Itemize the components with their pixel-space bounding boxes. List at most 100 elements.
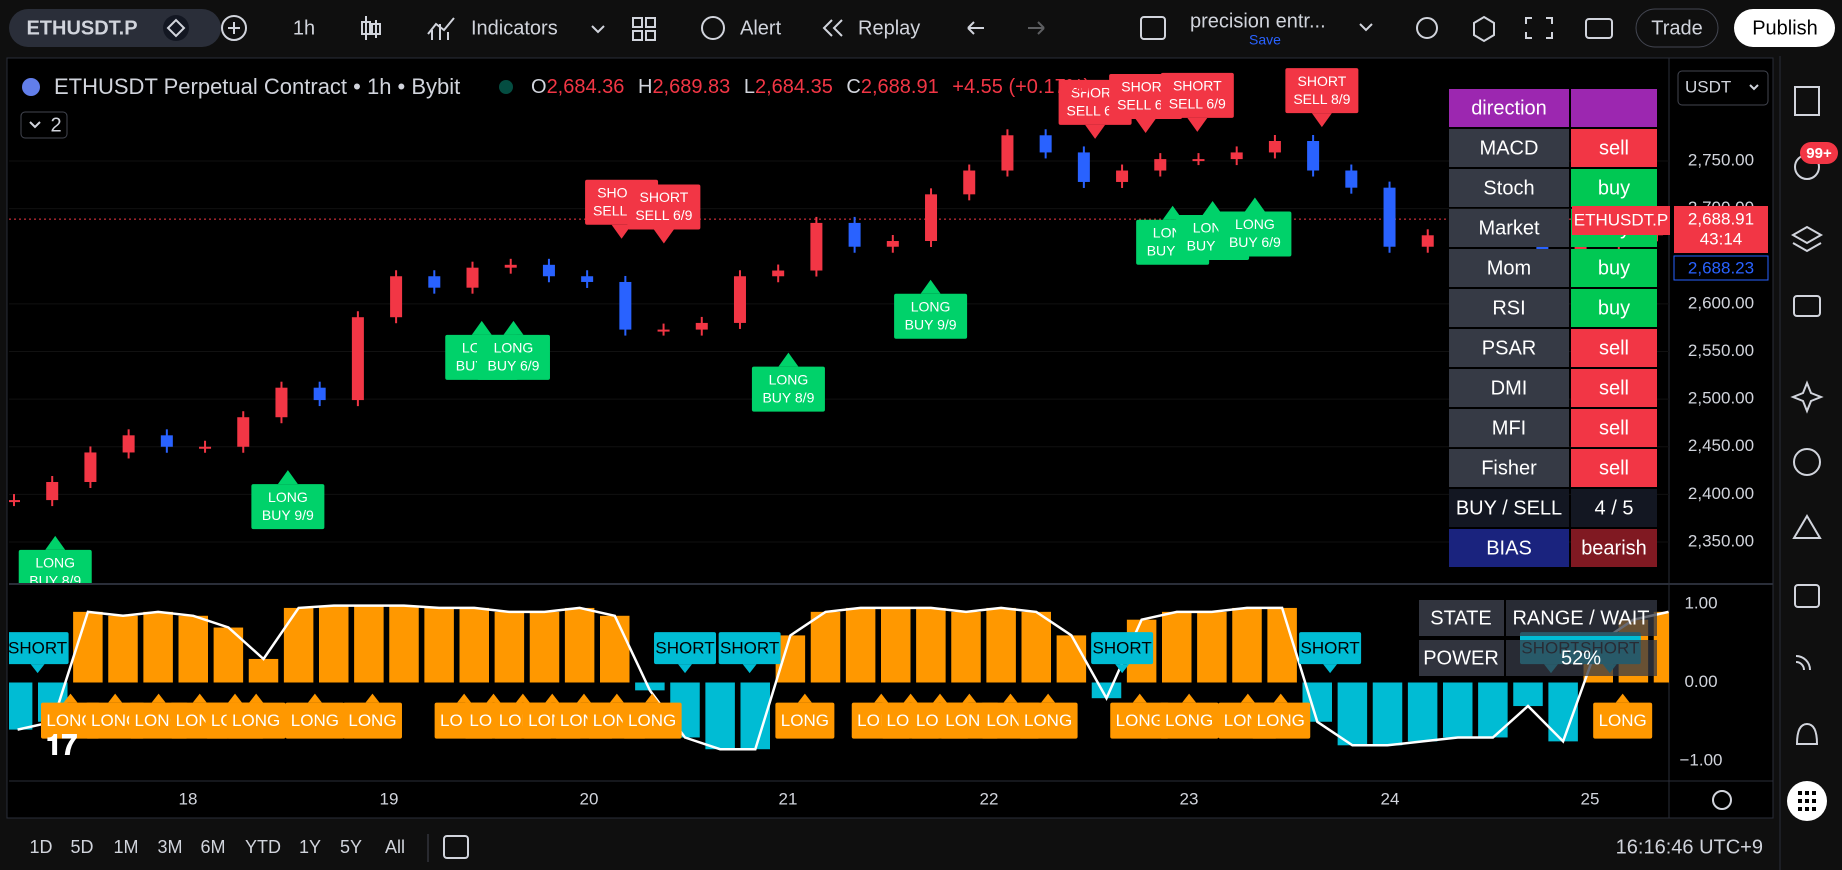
chat-icon[interactable] (1793, 295, 1821, 317)
range-button[interactable]: All (385, 837, 405, 857)
signal-title: SHORT (1121, 79, 1170, 95)
symbol-icon-shape (166, 18, 186, 38)
target-icon[interactable] (1793, 448, 1821, 476)
range-button[interactable]: 6M (200, 837, 225, 857)
short-signal: SHORT SELL 6/9 (627, 184, 701, 244)
trade-button-bg[interactable] (1635, 8, 1719, 48)
layout-icon[interactable] (1140, 16, 1166, 40)
signal-title: LONG (911, 298, 951, 314)
stream-icon[interactable] (1795, 655, 1811, 671)
publish-button[interactable]: Publish (1752, 17, 1818, 39)
table-name: Fisher (1481, 457, 1537, 479)
other-price-box (1673, 255, 1769, 281)
range-button[interactable]: 5Y (340, 837, 362, 857)
short-label-box (654, 632, 717, 665)
time-label: 20 (580, 789, 599, 808)
interval[interactable]: 1h (293, 17, 315, 39)
save-status[interactable]: Save (1249, 32, 1281, 48)
range-button[interactable]: 1M (113, 837, 138, 857)
open-value: 2,684.36 (547, 76, 625, 98)
indicators-dropdown[interactable] (591, 25, 605, 34)
chart-type-icon[interactable] (361, 16, 381, 40)
signal-detail: SELL 6/9 (1169, 96, 1226, 112)
tv-logo: 𝟏𝟕 (46, 729, 78, 760)
short-label-arrow (30, 664, 45, 674)
undo-icon[interactable] (967, 21, 984, 35)
long-signal: LONG BUY 6/9 (476, 320, 550, 380)
candle-body (886, 241, 899, 247)
bell-icon[interactable] (1795, 722, 1819, 745)
publish-button-bg[interactable] (1734, 9, 1835, 47)
alert-button[interactable]: Alert (740, 17, 782, 39)
ideas-icon[interactable] (1790, 380, 1824, 414)
range-button[interactable]: 3M (157, 837, 182, 857)
table-cell (1571, 529, 1657, 567)
osc-line (17, 604, 1669, 751)
redo-icon[interactable] (1028, 21, 1045, 35)
long-label-arrow (545, 693, 560, 703)
layout-dropdown[interactable] (1359, 23, 1373, 32)
range-button[interactable]: 5D (70, 837, 93, 857)
table-name: MFI (1492, 417, 1526, 439)
replay-icon[interactable] (822, 19, 843, 37)
osc-bar (880, 607, 911, 683)
table-value: sell (1599, 137, 1629, 159)
layers-icon[interactable] (1790, 225, 1824, 253)
osc-bar (424, 607, 454, 683)
collapsed-count[interactable]: 2 (50, 114, 61, 136)
long-label-arrow (933, 693, 947, 703)
osc-tick-label: 1.00 (1684, 593, 1717, 612)
alert-icon[interactable] (701, 16, 725, 40)
osc-bar (845, 607, 876, 683)
table-name: DMI (1491, 377, 1528, 399)
table-name: Mom (1487, 257, 1531, 279)
low-label: L (744, 76, 755, 98)
osc-bar (1337, 682, 1368, 746)
indicators-icon[interactable] (427, 17, 455, 40)
fullscreen-icon[interactable] (1525, 17, 1553, 39)
long-label: LONG (232, 711, 280, 730)
signal-title: LONG (769, 371, 809, 387)
symbol-icon[interactable] (163, 15, 189, 41)
goto-date-icon[interactable] (443, 835, 469, 859)
snapshot-icon[interactable] (1585, 18, 1613, 39)
long-label-arrow (228, 693, 242, 703)
layout-name[interactable]: precision entr... (1190, 10, 1326, 32)
candle-body (1383, 187, 1396, 247)
axis-settings-icon[interactable] (1712, 790, 1732, 810)
signal-arrow (1202, 201, 1223, 216)
add-symbol-icon[interactable] (221, 15, 247, 41)
candle-body (160, 435, 173, 447)
replay-button[interactable]: Replay (858, 17, 920, 39)
long-label-box (226, 702, 286, 739)
indicators-button[interactable]: Indicators (471, 17, 558, 39)
triangle-icon[interactable] (1792, 514, 1822, 539)
templates-icon[interactable] (632, 17, 656, 41)
symbol[interactable]: ETHUSDT.P (26, 17, 137, 39)
calendar-icon[interactable] (1794, 584, 1820, 608)
range-button[interactable]: YTD (245, 837, 281, 857)
candle-body (1116, 170, 1129, 182)
table-name: Stoch (1483, 177, 1534, 199)
candle-body (772, 270, 785, 277)
range-button[interactable]: 1Y (299, 837, 321, 857)
currency[interactable]: USDT (1685, 77, 1731, 96)
collapse-button[interactable] (20, 111, 68, 139)
currency-select[interactable] (1677, 70, 1769, 106)
settings-icon[interactable] (1473, 15, 1495, 43)
osc-tick-label: 0.00 (1684, 672, 1717, 691)
trade-button[interactable]: Trade (1651, 17, 1703, 39)
candle-body (619, 281, 632, 330)
candle-body (466, 267, 479, 288)
long-label-arrow (63, 693, 78, 703)
eth-logo (22, 78, 40, 96)
quick-search-icon[interactable] (1416, 17, 1438, 39)
range-button[interactable]: 1D (29, 837, 52, 857)
watchlist-icon[interactable] (1794, 86, 1820, 116)
osc-bar (354, 605, 384, 683)
signal-box (1218, 211, 1292, 257)
long-label-arrow (645, 693, 660, 703)
price-tick-label: 2,400.00 (1688, 484, 1754, 503)
state-cell (1419, 640, 1504, 676)
candle-body (1192, 159, 1205, 162)
